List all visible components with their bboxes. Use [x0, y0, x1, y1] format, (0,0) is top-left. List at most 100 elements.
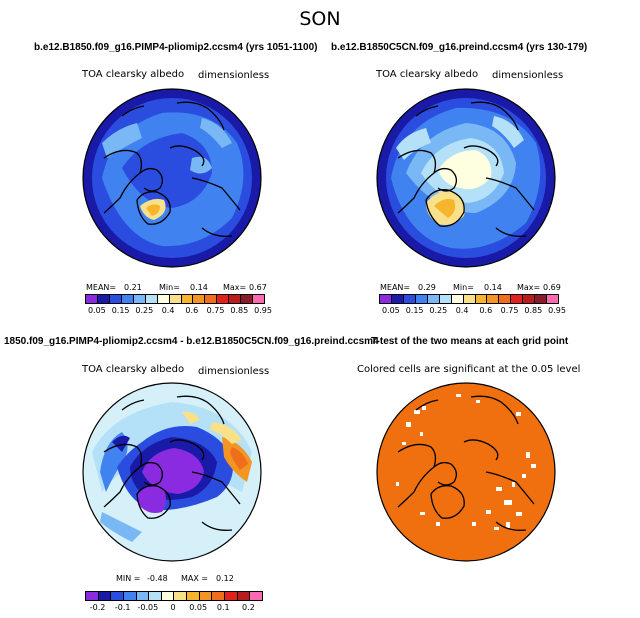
colorbar-bottom-left — [85, 591, 263, 601]
min-value-top-left: 0.14 — [190, 283, 208, 292]
colorbar-box — [547, 295, 559, 303]
colorbar-box — [250, 592, 262, 600]
colorbar-tick-label: 0.25 — [429, 306, 448, 315]
colorbar-box — [439, 295, 452, 303]
colorbar-tick-label: 0.4 — [161, 306, 175, 315]
units-label-top-left: dimensionless — [198, 70, 270, 81]
colorbar-tick-label: 0.05 — [189, 603, 208, 612]
colorbar-box — [97, 295, 110, 303]
colorbar-tick-label: -0.2 — [89, 603, 106, 612]
colorbar-tick-label: 0.75 — [500, 306, 519, 315]
colorbar-box — [157, 295, 170, 303]
colorbar-box — [523, 295, 536, 303]
significance-note: Colored cells are significant at the 0.0… — [357, 364, 581, 375]
colorbar-box — [149, 592, 162, 600]
colorbar-tick-label: 0.85 — [230, 306, 249, 315]
colorbar-box — [403, 295, 416, 303]
colorbar-box — [145, 295, 158, 303]
colorbar-tick-label: 0.6 — [479, 306, 493, 315]
polar-map-bottom-left — [82, 382, 262, 562]
panel-title-top-left: b.e12.B1850.f09_g16.PIMP4-pliomip2.ccsm4… — [34, 42, 318, 53]
colorbar-tick-label: 0.2 — [242, 603, 255, 612]
season-title: SON — [299, 8, 341, 30]
colorbar-box — [123, 592, 137, 600]
min-label-bottom-left: MIN = — [116, 574, 141, 583]
colorbar-box — [225, 592, 238, 600]
variable-label-top-left: TOA clearsky albedo — [82, 69, 185, 80]
colorbar-box — [391, 295, 404, 303]
colorbar-tick-label: 0.15 — [111, 306, 130, 315]
max-value-bottom-left: 0.12 — [216, 574, 234, 583]
colorbar-tick-label: 0.1 — [216, 603, 230, 612]
polar-map-bottom-right — [376, 382, 556, 562]
colorbar-tick-label: 0.05 — [381, 306, 400, 315]
colorbar-box — [109, 295, 122, 303]
colorbar-box — [205, 295, 218, 303]
polar-map-top-right — [376, 88, 556, 268]
max-value-top-left: 0.67 — [249, 283, 267, 292]
colorbar-tick-label: 0.6 — [185, 306, 199, 315]
colorbar-box — [380, 295, 392, 303]
colorbar-box — [487, 295, 500, 303]
colorbar-tick-label: 0 — [170, 603, 176, 612]
colorbar-tick-label: 0.95 — [254, 306, 272, 315]
colorbar-box — [187, 592, 200, 600]
min-value-top-right: 0.14 — [484, 283, 502, 292]
colorbar-tick-label: -0.1 — [114, 603, 131, 612]
colorbar-tick-label: -0.05 — [137, 603, 159, 612]
colorbar-box — [415, 295, 428, 303]
colorbar-box — [241, 295, 254, 303]
panel-title-bottom-left: 1850.f09_g16.PIMP4-pliomip2.ccsm4 - b.e1… — [4, 336, 379, 347]
colorbar-tick-label: 0.95 — [548, 306, 566, 315]
panel-title-bottom-right: T-test of the two means at each grid poi… — [371, 336, 569, 347]
max-value-top-right: 0.69 — [543, 283, 561, 292]
colorbar-box — [253, 295, 265, 303]
colorbar-box — [174, 592, 188, 600]
mean-label-top-left: MEAN= — [86, 283, 117, 292]
colorbar-box — [229, 295, 242, 303]
colorbar-box — [199, 592, 213, 600]
max-label-bottom-left: MAX = — [181, 574, 209, 583]
colorbar-box — [427, 295, 440, 303]
colorbar-box — [463, 295, 476, 303]
mean-label-top-right: MEAN= — [380, 283, 411, 292]
variable-label-top-right: TOA clearsky albedo — [376, 69, 479, 80]
colorbar-box — [217, 295, 230, 303]
units-label-top-right: dimensionless — [492, 70, 564, 81]
polar-map-top-left — [82, 88, 262, 268]
mean-value-top-left: 0.21 — [124, 283, 142, 292]
colorbar-ticks-top-right: 0.05 0.15 0.25 0.4 0.6 0.75 0.85 0.95 — [379, 306, 566, 316]
colorbar-box — [161, 592, 175, 600]
colorbar-top-left — [85, 294, 265, 304]
colorbar-box — [98, 592, 112, 600]
min-label-top-right: Min= — [453, 283, 474, 292]
colorbar-box — [169, 295, 182, 303]
colorbar-tick-label: 0.25 — [135, 306, 154, 315]
colorbar-tick-label: 0.75 — [206, 306, 225, 315]
min-value-bottom-left: -0.48 — [147, 574, 168, 583]
colorbar-box — [111, 592, 124, 600]
colorbar-box — [181, 295, 194, 303]
colorbar-ticks-bottom-left: -0.2 -0.1 -0.05 0 0.05 0.1 0.2 — [85, 603, 263, 613]
colorbar-box — [237, 592, 251, 600]
max-label-top-right: Max= — [517, 283, 541, 292]
colorbar-box — [511, 295, 524, 303]
variable-label-bottom-left: TOA clearsky albedo — [82, 364, 185, 375]
min-label-top-left: Min= — [159, 283, 180, 292]
colorbar-box — [212, 592, 226, 600]
mean-value-top-right: 0.29 — [418, 283, 436, 292]
colorbar-box — [133, 295, 146, 303]
colorbar-tick-label: 0.4 — [455, 306, 469, 315]
colorbar-box — [535, 295, 548, 303]
colorbar-box — [475, 295, 488, 303]
colorbar-box — [86, 295, 98, 303]
max-label-top-left: Max= — [223, 283, 247, 292]
colorbar-ticks-top-left: 0.05 0.15 0.25 0.4 0.6 0.75 0.85 0.95 — [85, 306, 272, 316]
colorbar-box — [451, 295, 464, 303]
colorbar-box — [193, 295, 206, 303]
colorbar-tick-label: 0.15 — [405, 306, 424, 315]
colorbar-box — [499, 295, 512, 303]
colorbar-box — [136, 592, 150, 600]
colorbar-tick-label: 0.85 — [524, 306, 543, 315]
units-label-bottom-left: dimensionless — [198, 366, 270, 377]
